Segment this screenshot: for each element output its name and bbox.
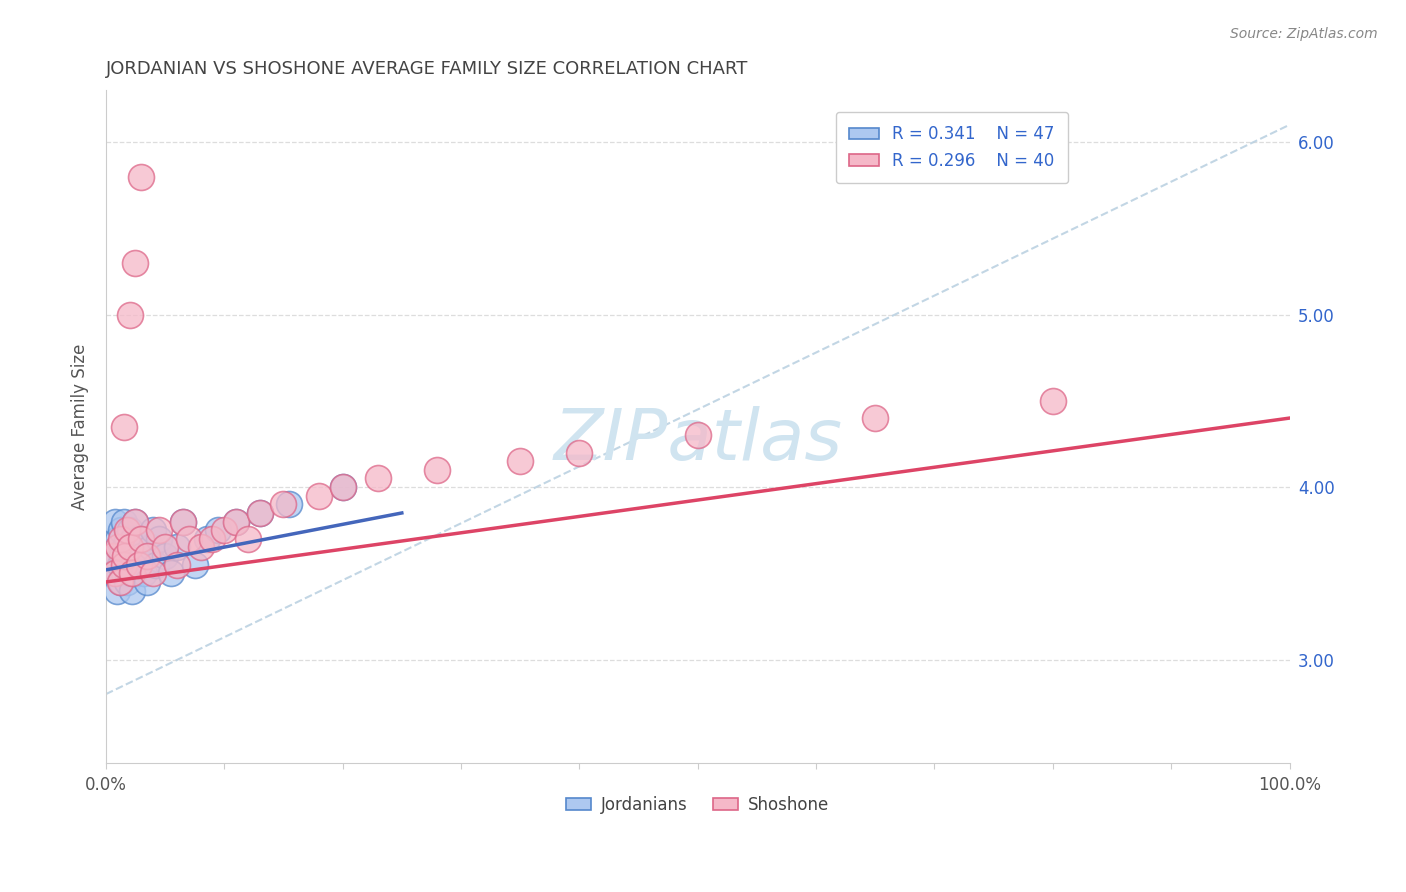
Point: [278, 497, 301, 511]
Point: [865, 411, 887, 425]
Point: [509, 454, 531, 468]
Point: [142, 566, 165, 581]
Point: [131, 169, 153, 184]
Text: JORDANIAN VS SHOSHONE AVERAGE FAMILY SIZE CORRELATION CHART: JORDANIAN VS SHOSHONE AVERAGE FAMILY SIZ…: [105, 60, 748, 78]
Y-axis label: Average Family Size: Average Family Size: [72, 343, 89, 510]
Point: [112, 419, 135, 434]
Point: [172, 515, 194, 529]
Point: [308, 489, 330, 503]
Point: [214, 523, 236, 537]
Point: [115, 574, 138, 589]
Point: [124, 515, 146, 529]
Point: [195, 532, 218, 546]
Point: [367, 471, 389, 485]
Point: [166, 558, 188, 572]
Point: [249, 506, 271, 520]
Point: [118, 523, 141, 537]
Point: [172, 515, 194, 529]
Point: [426, 463, 449, 477]
Point: [148, 532, 170, 546]
Point: [107, 541, 129, 555]
Text: Source: ZipAtlas.com: Source: ZipAtlas.com: [1230, 27, 1378, 41]
Point: [121, 566, 143, 581]
Point: [686, 428, 709, 442]
Point: [128, 558, 150, 572]
Point: [236, 532, 259, 546]
Point: [332, 480, 354, 494]
Point: [160, 566, 183, 581]
Point: [568, 445, 591, 459]
Point: [115, 558, 138, 572]
Point: [332, 480, 354, 494]
Point: [136, 549, 159, 563]
Point: [103, 566, 125, 581]
Point: [115, 523, 138, 537]
Point: [139, 541, 162, 555]
Point: [105, 583, 128, 598]
Point: [114, 541, 136, 555]
Point: [183, 558, 205, 572]
Point: [153, 541, 176, 555]
Point: [122, 549, 145, 563]
Point: [104, 515, 127, 529]
Point: [122, 532, 145, 546]
Point: [201, 532, 224, 546]
Point: [124, 515, 146, 529]
Point: [131, 549, 153, 563]
Point: [273, 497, 295, 511]
Point: [118, 541, 141, 555]
Point: [121, 558, 143, 572]
Point: [225, 515, 247, 529]
Point: [177, 532, 200, 546]
Point: [118, 308, 141, 322]
Point: [131, 532, 153, 546]
Point: [121, 583, 143, 598]
Point: [114, 549, 136, 563]
Point: [120, 541, 142, 555]
Point: [112, 558, 135, 572]
Point: [101, 549, 124, 563]
Point: [112, 566, 135, 581]
Point: [190, 541, 212, 555]
Point: [136, 574, 159, 589]
Legend: Jordanians, Shoshone: Jordanians, Shoshone: [558, 788, 838, 822]
Point: [115, 532, 138, 546]
Point: [111, 549, 134, 563]
Point: [107, 541, 129, 555]
Point: [110, 523, 132, 537]
Point: [110, 532, 132, 546]
Point: [207, 523, 229, 537]
Point: [142, 523, 165, 537]
Point: [148, 523, 170, 537]
Point: [117, 549, 139, 563]
Point: [124, 566, 146, 581]
Point: [128, 532, 150, 546]
Point: [166, 541, 188, 555]
Point: [118, 566, 141, 581]
Point: [104, 566, 127, 581]
Point: [112, 515, 135, 529]
Point: [108, 558, 131, 572]
Point: [125, 541, 148, 555]
Point: [101, 549, 124, 563]
Point: [1042, 393, 1064, 408]
Point: [145, 558, 167, 572]
Point: [107, 532, 129, 546]
Point: [132, 566, 155, 581]
Point: [225, 515, 247, 529]
Point: [110, 574, 132, 589]
Point: [108, 574, 131, 589]
Text: ZIPatlas: ZIPatlas: [553, 406, 842, 475]
Point: [124, 256, 146, 270]
Point: [127, 558, 149, 572]
Point: [153, 549, 176, 563]
Point: [249, 506, 271, 520]
